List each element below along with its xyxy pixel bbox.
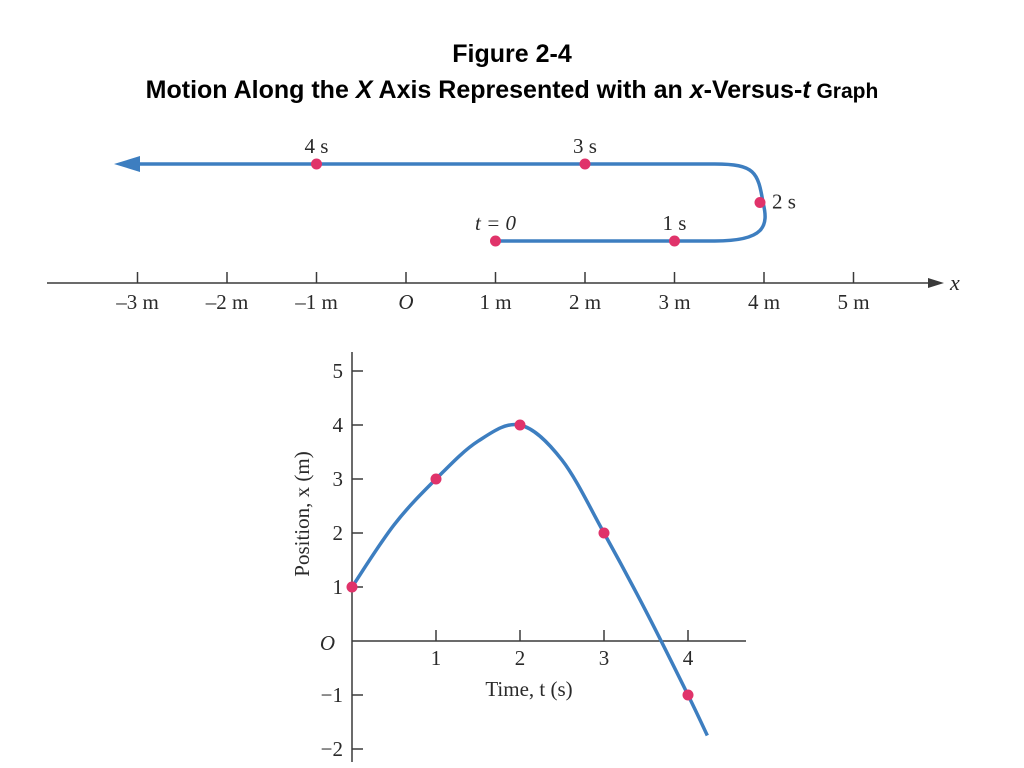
title-var-X: X <box>355 76 373 104</box>
x-axis-tick-label: 2 m <box>569 290 601 314</box>
time-marker-dot <box>669 235 680 247</box>
graph-data-point <box>598 527 610 539</box>
x-axis-tick-label: 5 m <box>837 290 869 314</box>
graph-data-point <box>346 581 358 593</box>
graph-y-tick-label: 2 <box>333 521 344 545</box>
graph-y-tick-label: −1 <box>321 683 343 707</box>
graph-y-axis-label: Position, x (m) <box>290 451 314 576</box>
graph-y-tick-label: 1 <box>333 575 344 599</box>
time-marker-label: 4 s <box>305 134 329 158</box>
figure-title: Motion Along the X Axis Represented with… <box>0 76 1024 105</box>
graph-x-axis-label: Time, t (s) <box>485 677 572 701</box>
graph-x-tick-label: 2 <box>515 646 526 670</box>
x-axis-tick-label: –3 m <box>115 290 159 314</box>
time-marker-dot <box>311 158 322 170</box>
x-axis-tick-label: 4 m <box>748 290 780 314</box>
graph-y-tick-label: −2 <box>321 737 343 761</box>
x-axis-tick-label: –1 m <box>294 290 338 314</box>
graph-data-point <box>430 473 442 485</box>
x-axis-label: x <box>949 270 960 295</box>
graph-y-ticks: −2 −1 1 2 3 4 5 <box>321 359 363 761</box>
graph-x-tick-label: 1 <box>431 646 442 670</box>
title-var-x: x <box>689 76 704 104</box>
x-axis-tick-label: 3 m <box>658 290 690 314</box>
graph-data-point <box>514 419 526 431</box>
x-axis-ticks: –3 m –2 m –1 m O 1 m 2 m 3 m 4 m 5 m <box>115 272 870 314</box>
time-marker-dot <box>754 197 766 208</box>
title-text-4: Graph <box>810 80 879 103</box>
position-curve <box>350 422 709 737</box>
path-diagram: x –3 m –2 m –1 m O 1 m 2 m 3 m 4 m 5 m t = 0 1 s 2… <box>47 134 960 314</box>
title-text-1: Motion Along the <box>145 76 356 104</box>
time-marker-dot <box>579 158 591 170</box>
x-axis-tick-label: –2 m <box>205 290 249 314</box>
graph-y-tick-label: 3 <box>333 467 344 491</box>
title-var-t: t <box>802 76 811 104</box>
graph-y-tick-label: 5 <box>333 359 344 383</box>
time-marker-label: 3 s <box>573 134 597 158</box>
time-markers: t = 0 1 s 2 s 3 s 4 s <box>305 134 796 247</box>
title-text-3: -Versus- <box>703 76 803 104</box>
x-versus-t-graph: 1 2 3 4 −2 −1 1 2 3 4 5 O Time, t (s) Position, x… <box>290 352 746 762</box>
graph-y-tick-label: 4 <box>333 413 344 437</box>
x-axis-arrowhead <box>928 278 944 288</box>
time-marker-dot <box>490 235 501 247</box>
x-axis-tick-label: 1 m <box>479 290 511 314</box>
graph-data-points <box>346 419 694 701</box>
graph-origin-label: O <box>320 631 335 655</box>
figure-number: Figure 2-4 <box>452 40 572 68</box>
time-marker-label: t = 0 <box>475 211 517 235</box>
x-axis-tick-label: O <box>398 290 413 314</box>
time-marker-label: 2 s <box>772 190 796 214</box>
title-text-2: Axis Represented with an <box>372 76 690 104</box>
time-marker-label: 1 s <box>663 211 687 235</box>
graph-x-tick-label: 3 <box>599 646 610 670</box>
graph-x-ticks: 1 2 3 4 <box>431 630 694 670</box>
graph-data-point <box>682 689 694 701</box>
motion-arrowhead <box>114 156 140 172</box>
graph-x-tick-label: 4 <box>683 646 694 670</box>
